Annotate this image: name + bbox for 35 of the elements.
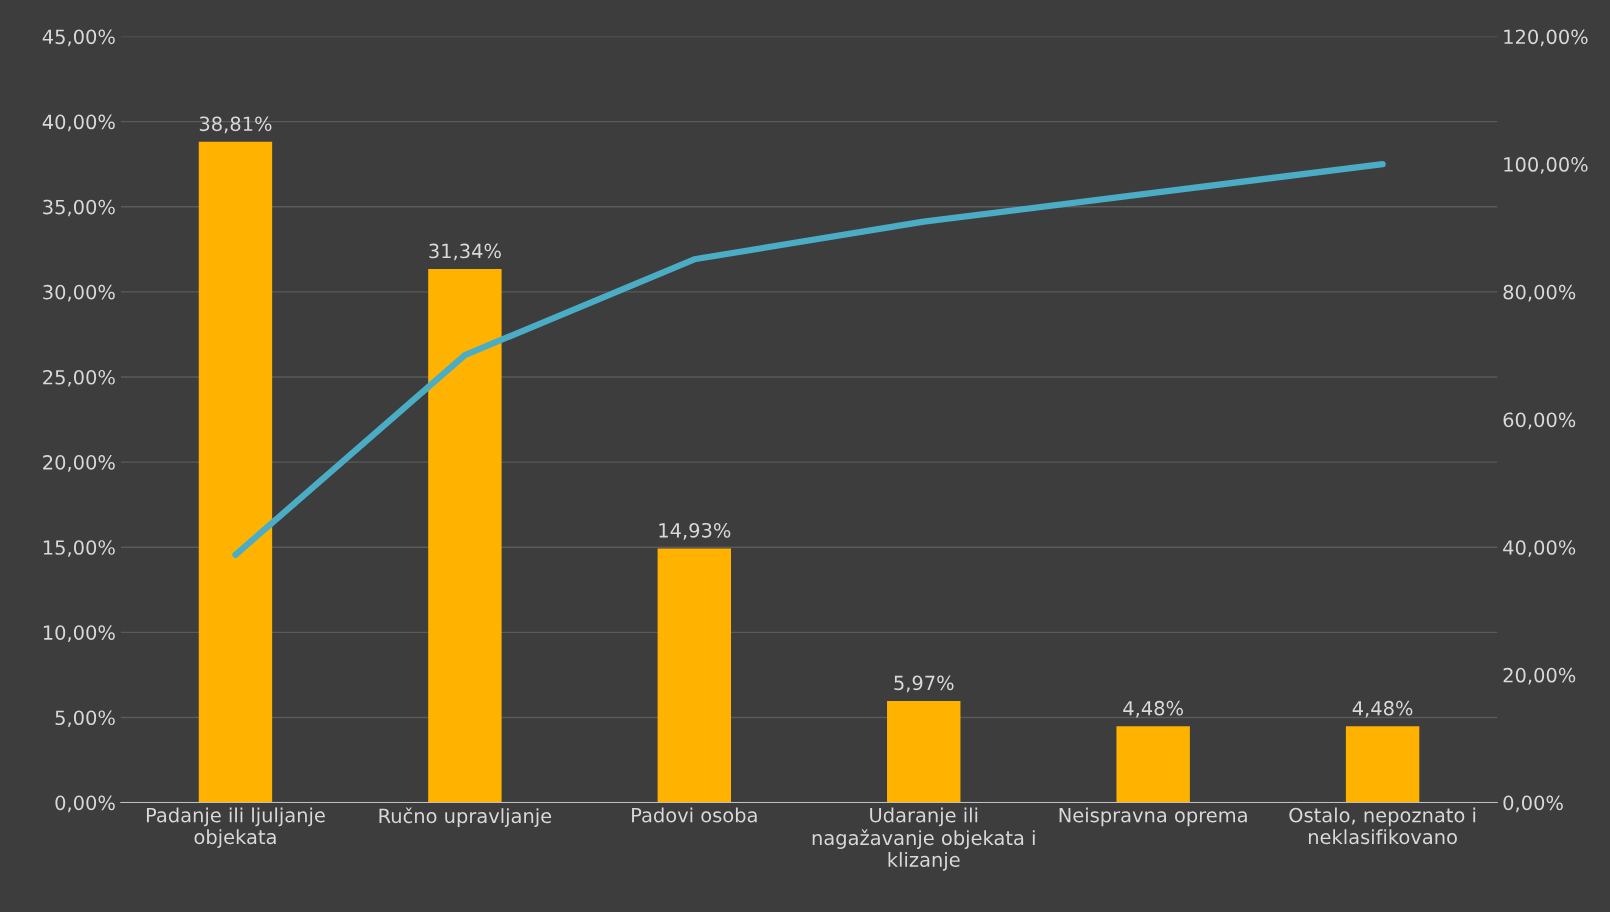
data-label: 38,81% bbox=[199, 116, 272, 134]
y2-tick-label: 60,00% bbox=[1503, 412, 1576, 430]
y2-tick-label: 100,00% bbox=[1504, 157, 1588, 174]
x-tick-label: Neispravna oprema bbox=[1059, 807, 1247, 827]
x-tick-label: Ostalo, nepoznato i neklasifikovano bbox=[1289, 807, 1476, 845]
y-tick-label: 20,00% bbox=[43, 455, 115, 472]
x-tick-label: Padanje ili ljuljanje objekata bbox=[146, 807, 325, 849]
data-label: 4,48% bbox=[1123, 700, 1183, 718]
data-label: 5,97% bbox=[894, 675, 954, 693]
bar bbox=[1345, 726, 1420, 803]
y2-tick-label: 0,00% bbox=[1503, 795, 1563, 813]
data-label: 14,93% bbox=[659, 522, 731, 540]
y-tick-label: 0,00% bbox=[55, 795, 115, 813]
y-tick-label: 15,00% bbox=[43, 540, 115, 557]
y-tick-label: 10,00% bbox=[43, 625, 115, 642]
y-tick-label: 30,00% bbox=[43, 284, 115, 302]
y-tick-label: 40,00% bbox=[42, 114, 115, 132]
x-tick-label: Udaranje ili nagažavanje objekata i klizanje bbox=[812, 807, 1035, 871]
bar bbox=[198, 141, 273, 803]
bar bbox=[887, 700, 961, 803]
y-tick-label: 45,00% bbox=[42, 29, 115, 47]
bar bbox=[1116, 726, 1190, 803]
bar bbox=[657, 548, 732, 803]
bar bbox=[428, 269, 502, 803]
x-tick-label: Ručno upravljanje bbox=[379, 807, 552, 828]
x-tick-label: Padovi osoba bbox=[632, 807, 757, 823]
y-tick-label: 5,00% bbox=[55, 710, 115, 728]
y2-tick-label: 120,00% bbox=[1504, 29, 1588, 47]
y2-tick-label: 40,00% bbox=[1503, 540, 1576, 557]
y2-tick-label: 80,00% bbox=[1503, 284, 1576, 302]
y2-tick-label: 20,00% bbox=[1503, 667, 1576, 685]
y-tick-label: 25,00% bbox=[43, 369, 115, 387]
y-tick-label: 35,00% bbox=[43, 199, 115, 217]
data-label: 31,34% bbox=[429, 243, 501, 261]
data-label: 4,48% bbox=[1352, 700, 1413, 718]
